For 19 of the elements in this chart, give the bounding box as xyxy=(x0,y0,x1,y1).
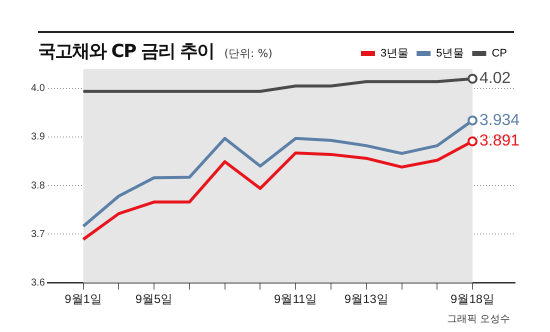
y-tick-label: 3.8 xyxy=(30,180,46,192)
x-tick-label: 9월1일 xyxy=(64,292,102,306)
y-tick-label: 4.0 xyxy=(30,83,46,94)
x-tick-label: 9월5일 xyxy=(135,292,173,306)
legend-label: 5년물 xyxy=(436,48,464,60)
data-label: 3.934 xyxy=(480,112,520,129)
x-tick-label: 9월11일 xyxy=(274,292,318,306)
y-tick-label: 3.7 xyxy=(30,228,46,240)
x-tick-label: 9월13일 xyxy=(344,292,388,306)
chart-title: 국고채와 CP 금리 추이 xyxy=(38,40,214,63)
y-tick-label: 3.9 xyxy=(30,132,46,143)
data-label: 3.891 xyxy=(480,132,520,150)
chart-subtitle: (단위: %) xyxy=(224,46,272,61)
y-tick-label: 3.6 xyxy=(30,277,46,288)
text: 그래픽 오성수 xyxy=(446,313,510,326)
data-label: 4.02 xyxy=(480,70,511,88)
legend-label: CP xyxy=(492,48,507,60)
x-tick-label: 9월18일 xyxy=(450,292,495,306)
legend-label: 3년물 xyxy=(380,48,409,60)
